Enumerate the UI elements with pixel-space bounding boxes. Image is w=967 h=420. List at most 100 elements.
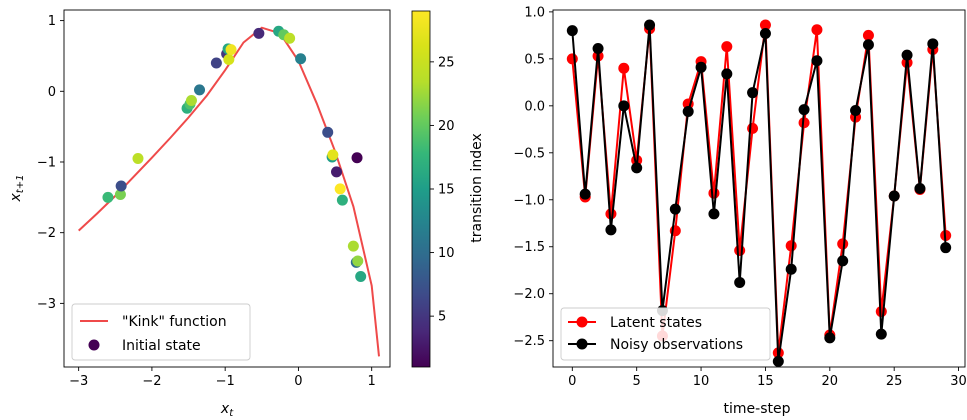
- x-tick-label: 5: [633, 374, 641, 389]
- y-tick-label: −1.0: [513, 193, 545, 208]
- legend-initial-label: Initial state: [122, 338, 201, 354]
- x-tick-label: 1: [368, 374, 376, 389]
- x-tick-label: −2: [142, 374, 161, 389]
- colorbar-tick-label: 20: [438, 119, 455, 134]
- scatter-point: [102, 192, 113, 203]
- y-tick-label: −2.5: [513, 334, 545, 349]
- x-ticks-1: −3 −2 −1 0 1: [69, 367, 376, 389]
- latent-state-point: [721, 41, 732, 52]
- legend-1: "Kink" function Initial state: [72, 304, 250, 360]
- observation-point: [876, 329, 887, 340]
- observation-point: [914, 183, 925, 194]
- scatter-point: [211, 58, 222, 69]
- timeseries-panel: 0 5 10 15 20 25 30 1.0 0.5 0.0 −0.5 −1.0 −1.5 −2.0 −2…: [513, 5, 966, 417]
- x-tick-label: −1: [216, 374, 235, 389]
- legend-initial-swatch: [89, 340, 100, 351]
- scatter-point: [116, 181, 127, 192]
- colorbar: 5 10 15 20 25 transition index: [412, 11, 485, 367]
- y-tick-label: 0: [48, 85, 56, 100]
- latent-state-point: [567, 53, 578, 64]
- observation-point: [863, 39, 874, 50]
- observation-point: [605, 224, 616, 235]
- observation-point: [593, 43, 604, 54]
- y-tick-label: 0.0: [524, 99, 545, 114]
- colorbar-tick-label: 5: [438, 310, 446, 325]
- y-tick-label: 0.5: [524, 52, 545, 67]
- y-tick-label: 1: [48, 14, 56, 29]
- colorbar-tick-label: 25: [438, 55, 455, 70]
- observation-point: [708, 208, 719, 219]
- legend-2: Latent states Noisy observations: [561, 308, 770, 360]
- scatter-point: [352, 255, 363, 266]
- observation-point: [786, 264, 797, 275]
- colorbar-tick-label: 10: [438, 246, 455, 261]
- latent-state-point: [837, 238, 848, 249]
- x-tick-label: 25: [886, 374, 903, 389]
- observation-point: [837, 255, 848, 266]
- observation-point: [618, 100, 629, 111]
- legend-noisy-swatch-marker: [577, 339, 588, 350]
- scatter-point: [335, 183, 346, 194]
- scatter-point: [223, 54, 234, 65]
- latent-state-point: [747, 123, 758, 134]
- latent-state-point: [708, 188, 719, 199]
- y-axis-label-1: xt+1: [8, 175, 26, 203]
- kink-scatter-panel: −3 −2 −1 0 1 1 0 −1 −2 −3 xt xt+1 "Kink" functio…: [8, 10, 390, 419]
- observation-point: [889, 191, 900, 202]
- observation-point: [773, 356, 784, 367]
- y-tick-label: −1: [37, 155, 56, 170]
- x-tick-label: 0: [294, 374, 302, 389]
- observation-point: [721, 68, 732, 79]
- scatter-point: [295, 53, 306, 64]
- scatter-point: [355, 271, 366, 282]
- legend-noisy-label: Noisy observations: [610, 337, 743, 353]
- y-ticks-2: 1.0 0.5 0.0 −0.5 −1.0 −1.5 −2.0 −2.5: [513, 5, 553, 349]
- scatter-point: [194, 84, 205, 95]
- y-tick-label: 1.0: [524, 5, 545, 20]
- observation-point: [644, 20, 655, 31]
- observation-point: [734, 277, 745, 288]
- y-tick-label: −2.0: [513, 287, 545, 302]
- observation-point: [927, 38, 938, 49]
- x-ticks-2: 0 5 10 15 20 25 30: [568, 367, 967, 389]
- scatter-point: [348, 241, 359, 252]
- observation-point: [670, 204, 681, 215]
- latent-state-point: [734, 245, 745, 256]
- latent-state-point: [863, 30, 874, 41]
- scatter-point: [253, 28, 264, 39]
- observation-point: [696, 62, 707, 73]
- y-ticks-1: 1 0 −1 −2 −3: [37, 14, 64, 312]
- observation-point: [567, 25, 578, 36]
- scatter-point: [331, 166, 342, 177]
- x-tick-label: 10: [693, 374, 710, 389]
- colorbar-label: transition index: [469, 133, 485, 242]
- colorbar-tick-label: 15: [438, 183, 455, 198]
- latent-state-point: [618, 63, 629, 74]
- scatter-point: [132, 153, 143, 164]
- observation-point: [850, 105, 861, 116]
- scatter-point: [284, 33, 295, 44]
- colorbar-ticks: 5 10 15 20 25: [430, 55, 455, 324]
- initial-state-point: [352, 152, 363, 163]
- observation-point: [811, 55, 822, 66]
- scatter-point: [226, 44, 237, 55]
- observation-point: [902, 50, 913, 61]
- observation-point: [799, 104, 810, 115]
- x-tick-label: 15: [757, 374, 774, 389]
- scatter-point: [322, 127, 333, 138]
- observation-point: [683, 106, 694, 117]
- y-tick-label: −3: [37, 297, 56, 312]
- observation-point: [631, 162, 642, 173]
- legend-latent-swatch-marker: [577, 317, 588, 328]
- y-tick-label: −1.5: [513, 240, 545, 255]
- observation-point: [760, 28, 771, 39]
- scatter-point: [186, 95, 197, 106]
- y-tick-label: −0.5: [513, 146, 545, 161]
- scatter-point: [327, 149, 338, 160]
- observation-point: [747, 87, 758, 98]
- x-tick-label: 0: [568, 374, 576, 389]
- legend-latent-label: Latent states: [610, 315, 702, 331]
- colorbar-gradient: [412, 11, 430, 367]
- latent-state-point: [811, 24, 822, 35]
